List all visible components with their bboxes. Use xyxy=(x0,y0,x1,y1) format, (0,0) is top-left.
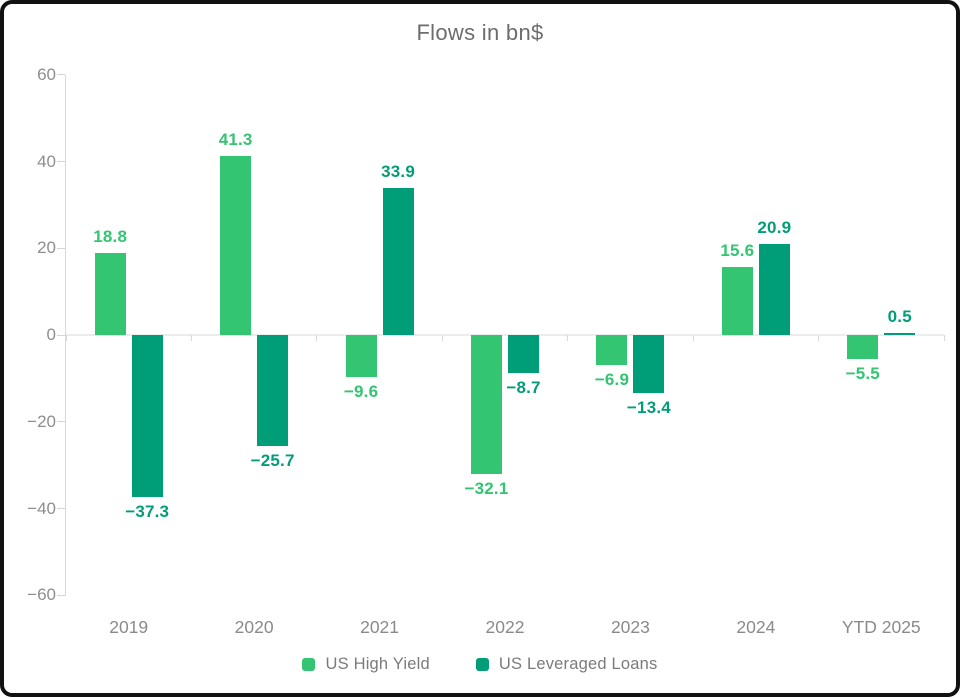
bar-value-label: −13.4 xyxy=(626,398,671,418)
category-boundary-tick xyxy=(943,335,945,341)
zero-gridline xyxy=(66,334,944,336)
bar xyxy=(471,335,502,475)
bar-value-label: −32.1 xyxy=(464,479,509,499)
bar xyxy=(94,253,126,335)
y-axis-label: 60 xyxy=(37,64,56,84)
legend-item: US Leveraged Loans xyxy=(475,654,658,674)
category-boundary-tick xyxy=(441,335,443,341)
y-axis-tick xyxy=(57,161,65,162)
chart-plot-area: 60 40 20 0 −20 −40 −60 18.8 −37.3 2019 41.3 −25.7 20… xyxy=(4,4,956,693)
y-axis-label: −20 xyxy=(27,411,56,431)
bar-value-label: 18.8 xyxy=(93,227,128,247)
bar-value-label: −25.7 xyxy=(250,451,295,471)
y-axis-tick xyxy=(57,334,65,336)
bar-value-label: 15.6 xyxy=(720,241,755,261)
y-axis-tick xyxy=(57,421,65,423)
bar xyxy=(220,155,252,335)
x-axis-label: 2022 xyxy=(485,617,525,637)
category-boundary-tick xyxy=(567,335,569,341)
category-boundary-tick xyxy=(65,335,67,341)
bar xyxy=(633,335,665,394)
bar xyxy=(596,335,628,365)
y-axis-label: 40 xyxy=(37,151,56,171)
bar xyxy=(382,187,414,335)
category-boundary-tick xyxy=(818,335,820,341)
bar-value-label: 33.9 xyxy=(381,161,415,181)
bar-value-label: −9.6 xyxy=(343,381,379,401)
bar-value-label: −8.7 xyxy=(506,377,541,397)
bar-value-label: −5.5 xyxy=(845,363,880,383)
legend-label: US Leveraged Loans xyxy=(498,654,658,673)
bar-value-label: 41.3 xyxy=(218,129,253,149)
bar xyxy=(758,244,790,335)
y-axis-tick xyxy=(57,594,65,596)
legend-item: US High Yield xyxy=(302,654,430,674)
y-axis-tick xyxy=(57,508,65,509)
x-axis-label: 2024 xyxy=(736,617,776,637)
y-axis-label: 20 xyxy=(37,238,56,258)
x-axis-label: 2021 xyxy=(360,617,400,637)
chart-title: Flows in bn$ xyxy=(416,20,544,45)
bar-value-label: 20.9 xyxy=(757,218,792,238)
legend-swatch-icon xyxy=(475,657,489,671)
legend-swatch-icon xyxy=(302,657,316,671)
bar xyxy=(131,335,163,497)
category-boundary-tick xyxy=(190,335,192,341)
y-axis-tick xyxy=(57,247,65,249)
legend-label: US High Yield xyxy=(325,654,430,673)
x-axis-label: 2019 xyxy=(109,617,149,637)
bar-value-label: −6.9 xyxy=(594,369,630,389)
bar xyxy=(257,335,289,447)
bar xyxy=(508,335,539,373)
y-axis-label: −60 xyxy=(27,585,56,605)
bar-value-label: −37.3 xyxy=(125,501,170,521)
category-boundary-tick xyxy=(316,335,318,341)
bar xyxy=(884,332,916,335)
y-axis-label: 0 xyxy=(46,325,56,344)
x-axis-label: 2023 xyxy=(610,617,650,637)
bar xyxy=(721,267,753,335)
x-axis-label: YTD 2025 xyxy=(841,617,921,637)
x-axis-label: 2020 xyxy=(234,617,274,637)
category-boundary-tick xyxy=(692,335,694,341)
legend: US High Yield US Leveraged Loans xyxy=(4,650,956,678)
y-axis-label: −40 xyxy=(27,498,56,518)
bar xyxy=(345,335,377,377)
bar-value-label: 0.5 xyxy=(887,306,912,326)
y-axis-tick xyxy=(57,74,65,76)
bar xyxy=(847,335,879,359)
